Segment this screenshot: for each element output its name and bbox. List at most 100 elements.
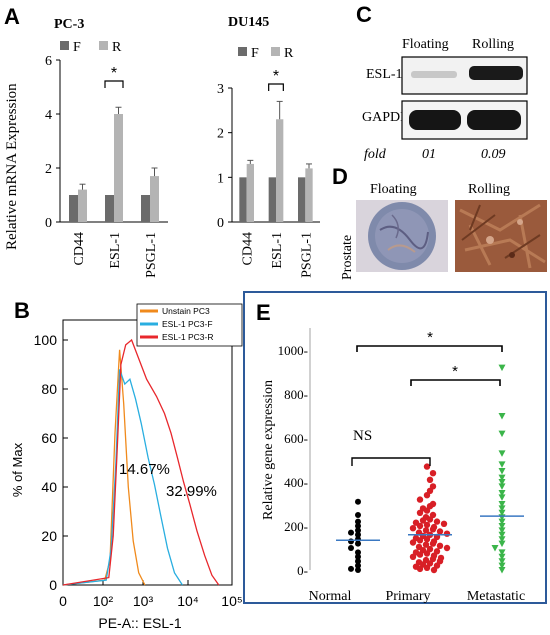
legend-label-unstain: Unstain PC3 (162, 306, 210, 316)
y-tick-label: 40 (41, 479, 57, 495)
y-tick-label: 200- (284, 519, 308, 534)
data-point (498, 549, 506, 556)
y-tick-label: 4 (45, 108, 52, 123)
data-point (423, 521, 431, 529)
data-point (355, 558, 361, 565)
blot-row-gapdh: GAPDH (362, 110, 410, 125)
data-point (498, 450, 506, 457)
data-point (355, 527, 361, 534)
data-point (491, 545, 499, 552)
data-point (416, 522, 424, 530)
legend-swatch-r (99, 41, 108, 50)
data-point (348, 545, 354, 551)
histology-image-rolling (455, 200, 547, 272)
bar-r (246, 163, 254, 222)
data-point (355, 540, 361, 547)
data-point (423, 492, 431, 499)
data-point (416, 537, 424, 544)
legend-label-pc3f: ESL-1 PC3-F (162, 319, 213, 329)
ns-label: NS (353, 428, 372, 444)
data-point (426, 476, 434, 483)
data-point (429, 526, 437, 533)
data-point (429, 540, 437, 547)
panel-b-letter: B (14, 298, 30, 323)
data-point (423, 564, 431, 571)
data-point (498, 461, 506, 468)
bar-r (150, 176, 159, 222)
data-point (498, 474, 506, 482)
data-point (498, 364, 506, 372)
y-tick-label: 100 (34, 332, 58, 348)
data-point (498, 468, 506, 475)
bar-r (305, 168, 313, 222)
data-point (422, 527, 430, 534)
y-tick-label: 2 (217, 127, 224, 142)
data-point (443, 530, 451, 537)
data-point (498, 490, 506, 497)
data-point (498, 536, 506, 543)
panel-e-letter: E (256, 300, 271, 325)
x-tick-label: 10² (93, 593, 114, 609)
bar-f (105, 195, 114, 222)
category-label: Metastatic (467, 589, 525, 604)
category-label: ESL-1 (270, 232, 285, 269)
panel-c-letter: C (356, 2, 372, 27)
legend-label-f: F (251, 46, 259, 61)
data-point (416, 496, 424, 503)
flow-histogram: 0 20 40 60 80 100 0 10² 10³ 10⁴ 10⁵ (34, 319, 243, 609)
panel-a-ylabel: Relative mRNA Expression (4, 83, 20, 250)
data-point (409, 553, 417, 560)
data-point (348, 529, 354, 536)
legend-swatch-f (60, 41, 69, 50)
data-point (436, 528, 444, 535)
legend-label-r: R (284, 46, 294, 61)
flow-histogram-legend: Unstain PC3 ESL-1 PC3-F ESL-1 PC3-R (136, 303, 243, 347)
data-point (498, 553, 506, 561)
ns-bracket (351, 457, 431, 466)
histology-image-floating (356, 200, 448, 272)
fold-value-rolling: 0.09 (481, 147, 506, 162)
panel-e-frame (243, 291, 547, 604)
category-label: Primary (385, 589, 430, 604)
data-point (498, 562, 506, 570)
significance-star: * (273, 68, 279, 85)
bar-f (69, 195, 78, 222)
data-point (498, 527, 506, 534)
y-tick-label: 1 (217, 171, 224, 186)
data-point (355, 498, 361, 505)
data-point (423, 463, 431, 470)
western-blot-esl1 (401, 56, 528, 95)
blot-row-esl1: ESL-1 (366, 67, 403, 82)
percent-label-r: 32.99% (166, 483, 217, 500)
y-tick-label: 0 (49, 577, 57, 593)
y-tick-label: 800- (284, 387, 308, 402)
percent-label-f: 14.67% (119, 461, 170, 478)
data-point (355, 553, 361, 560)
legend-label-r: R (112, 40, 122, 55)
data-point (443, 544, 451, 552)
scatter-dot-plot: 0- 200- 400- 600- 800- 1000- Normal Primary Meta… (278, 328, 525, 604)
x-tick-label: 10³ (133, 593, 154, 609)
y-tick-label: 2 (45, 162, 52, 177)
fold-value-floating: 01 (422, 147, 436, 162)
y-tick-label: 0- (297, 563, 308, 578)
y-tick-label: 0 (217, 216, 224, 231)
data-point (348, 538, 354, 545)
y-tick-label: 1000- (278, 343, 308, 358)
data-point (355, 531, 361, 538)
data-point (430, 566, 438, 574)
data-point (409, 539, 417, 546)
panel-a-legend-du145: F R (238, 46, 294, 61)
x-tick-label: 10⁵ (221, 593, 242, 609)
bar-f (268, 177, 276, 222)
blot-col-rolling: Rolling (472, 37, 514, 52)
data-point (355, 567, 361, 573)
legend-label-f: F (73, 40, 81, 55)
y-tick-label: 20 (41, 528, 57, 544)
y-tick-label: 6 (45, 54, 52, 69)
significance-bracket (104, 80, 124, 88)
panel-a-legend-pc3: F R (60, 40, 122, 55)
significance-bracket-primary-metastatic (410, 379, 501, 386)
category-label: PSGL-1 (299, 232, 314, 278)
data-point (498, 505, 506, 512)
